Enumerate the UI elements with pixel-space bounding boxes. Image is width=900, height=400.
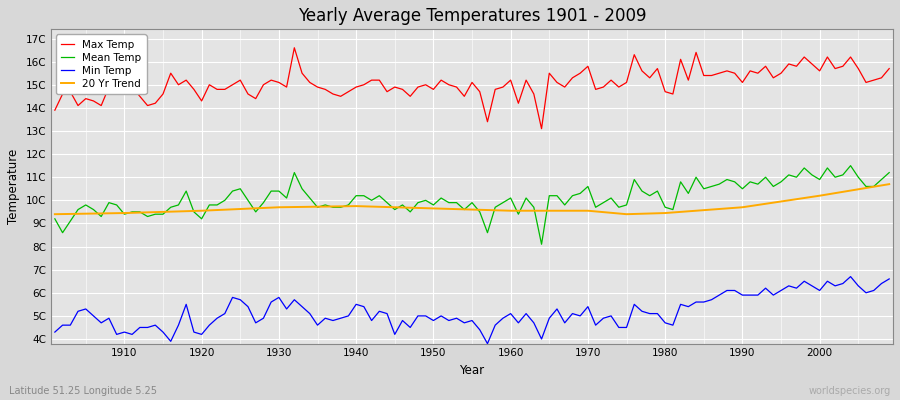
Mean Temp	[505, 196, 516, 200]
Line: 20 Yr Trend: 20 Yr Trend	[55, 184, 889, 214]
Max Temp	[112, 71, 122, 76]
Title: Yearly Average Temperatures 1901 - 2009: Yearly Average Temperatures 1901 - 2009	[298, 7, 646, 25]
20 Yr Trend	[884, 182, 895, 186]
20 Yr Trend	[582, 208, 593, 213]
Mean Temp	[50, 216, 60, 221]
Text: worldspecies.org: worldspecies.org	[809, 386, 891, 396]
20 Yr Trend	[505, 208, 516, 213]
20 Yr Trend	[196, 208, 207, 213]
Mean Temp	[281, 196, 292, 200]
20 Yr Trend	[274, 205, 284, 210]
Line: Min Temp: Min Temp	[55, 277, 889, 344]
Max Temp	[884, 66, 895, 71]
Y-axis label: Temperature: Temperature	[7, 149, 20, 224]
Max Temp	[289, 45, 300, 50]
Min Temp	[50, 330, 60, 334]
20 Yr Trend	[428, 206, 439, 211]
20 Yr Trend	[50, 212, 60, 216]
20 Yr Trend	[814, 193, 825, 198]
Min Temp	[884, 276, 895, 281]
Mean Temp	[845, 163, 856, 168]
20 Yr Trend	[119, 211, 130, 216]
Max Temp	[505, 78, 516, 82]
Max Temp	[50, 108, 60, 112]
Line: Mean Temp: Mean Temp	[55, 166, 889, 244]
Min Temp	[281, 306, 292, 311]
Mean Temp	[328, 205, 338, 210]
Mean Temp	[606, 196, 616, 200]
Min Temp	[112, 332, 122, 337]
Max Temp	[614, 85, 625, 90]
Text: Latitude 51.25 Longitude 5.25: Latitude 51.25 Longitude 5.25	[9, 386, 157, 396]
Max Temp	[281, 85, 292, 90]
Mean Temp	[498, 200, 508, 205]
X-axis label: Year: Year	[460, 364, 484, 377]
Min Temp	[606, 314, 616, 318]
20 Yr Trend	[621, 212, 632, 216]
Legend: Max Temp, Mean Temp, Min Temp, 20 Yr Trend: Max Temp, Mean Temp, Min Temp, 20 Yr Tre…	[56, 34, 147, 94]
Mean Temp	[884, 170, 895, 175]
20 Yr Trend	[737, 205, 748, 210]
Mean Temp	[536, 242, 547, 247]
Max Temp	[336, 94, 346, 99]
Max Temp	[536, 126, 547, 131]
Min Temp	[482, 341, 493, 346]
Min Temp	[513, 320, 524, 325]
Min Temp	[505, 311, 516, 316]
20 Yr Trend	[351, 204, 362, 208]
Max Temp	[513, 101, 524, 106]
Min Temp	[328, 318, 338, 323]
Min Temp	[845, 274, 856, 279]
Line: Max Temp: Max Temp	[55, 48, 889, 129]
20 Yr Trend	[660, 211, 670, 216]
Mean Temp	[112, 202, 122, 207]
